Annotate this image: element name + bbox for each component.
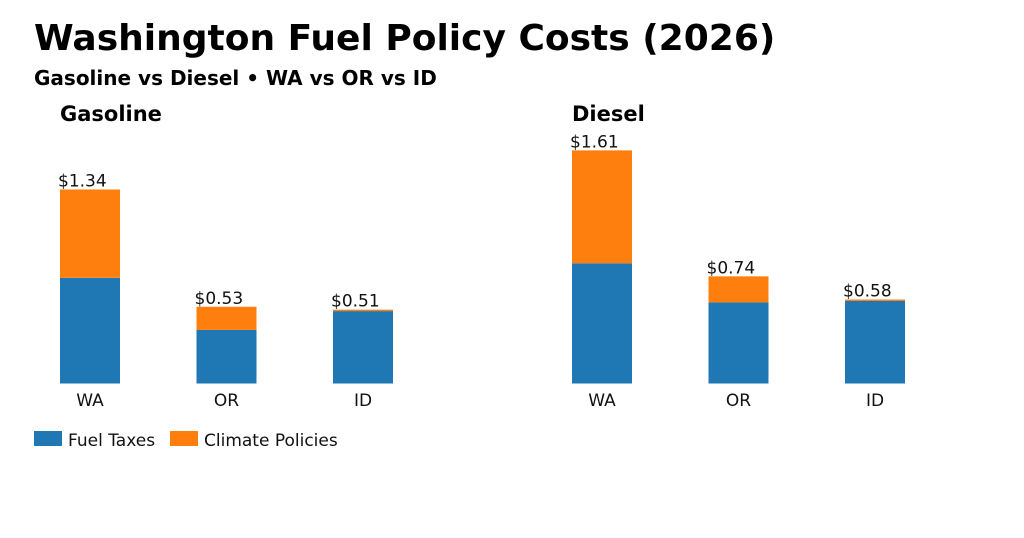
bar-climate-policies-id: [845, 299, 905, 301]
data-label: $0.51: [331, 292, 380, 312]
data-label: $0.74: [707, 258, 756, 278]
bar-climate-policies-id: [333, 309, 393, 312]
bar-fuel-taxes-or: [708, 302, 769, 384]
panel-title-diesel: Diesel: [572, 102, 645, 126]
bar-fuel-taxes-wa: [572, 263, 632, 384]
x-tick-label: WA: [588, 391, 616, 411]
chart-title: Washington Fuel Policy Costs (2026): [34, 18, 776, 59]
x-tick-label: OR: [726, 391, 751, 411]
legend-label: Fuel Taxes: [68, 431, 155, 451]
data-label: $0.58: [843, 282, 892, 302]
bar-fuel-taxes-id: [845, 300, 905, 384]
x-tick-label: ID: [866, 391, 884, 411]
data-label: $1.34: [58, 171, 107, 191]
bar-fuel-taxes-or: [196, 329, 257, 384]
bar-fuel-taxes-wa: [60, 277, 120, 384]
legend-swatch: [34, 431, 62, 446]
bar-fuel-taxes-id: [333, 311, 393, 384]
bar-climate-policies-wa: [572, 150, 632, 264]
data-label: $0.53: [195, 289, 244, 309]
x-tick-label: OR: [214, 391, 239, 411]
bar-climate-policies-wa: [60, 189, 120, 278]
data-label: $1.61: [570, 132, 619, 152]
bar-climate-policies-or: [708, 276, 769, 303]
chart-subtitle: Gasoline vs Diesel • WA vs OR vs ID: [34, 66, 437, 90]
x-tick-label: ID: [354, 391, 372, 411]
x-tick-label: WA: [76, 391, 104, 411]
bar-climate-policies-or: [196, 306, 257, 330]
legend-swatch: [170, 431, 198, 446]
legend-label: Climate Policies: [204, 431, 338, 451]
panel-title-gasoline: Gasoline: [60, 102, 162, 126]
